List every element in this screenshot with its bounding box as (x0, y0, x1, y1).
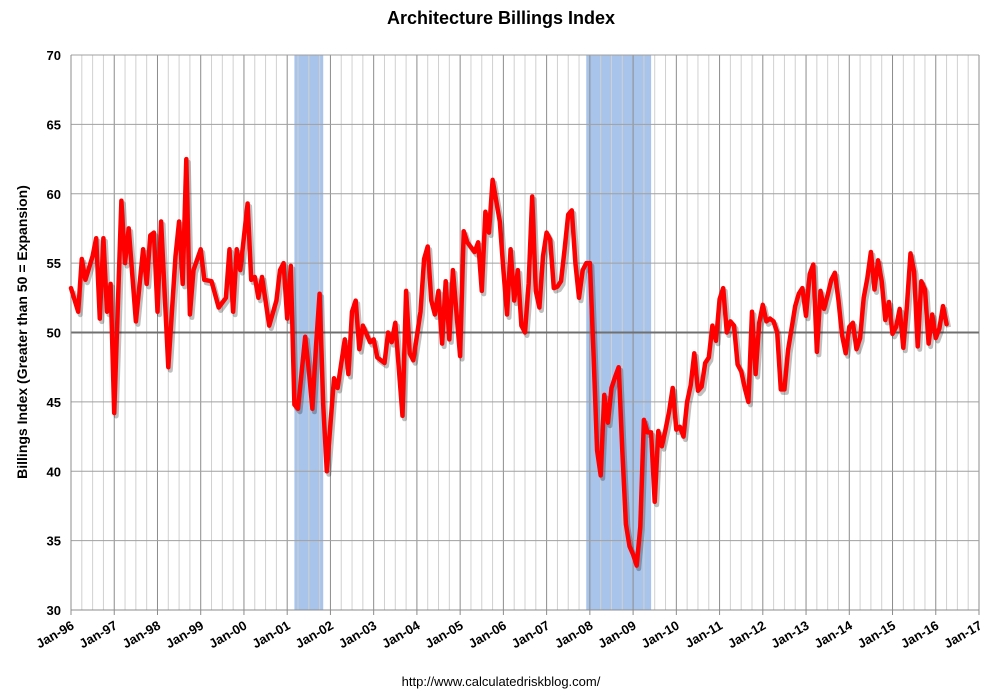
y-tick-label: 35 (47, 534, 61, 549)
chart-title: Architecture Billings Index (386, 8, 616, 28)
x-tick-label: Jan-02 (293, 618, 336, 652)
x-tick-label: Jan-01 (250, 618, 293, 652)
series-line (68, 156, 949, 568)
x-tick-label: Jan-15 (855, 618, 898, 652)
x-tick-label: Jan-08 (552, 618, 595, 652)
x-tick-label: Jan-96 (33, 618, 76, 652)
source-url: http://www.calculatedriskblog.com/ (401, 674, 601, 689)
y-tick-label: 70 (47, 48, 61, 63)
x-tick-label: Jan-09 (595, 618, 638, 652)
x-tick-label: Jan-17 (941, 618, 984, 652)
x-tick-label: Jan-12 (725, 618, 768, 652)
x-tick-label: Jan-98 (120, 618, 163, 652)
x-tick-label: Jan-04 (379, 617, 423, 651)
y-tick-label: 65 (47, 117, 61, 132)
y-tick-label: 30 (47, 603, 61, 618)
x-tick-label: Jan-10 (639, 618, 682, 652)
x-tick-label: Jan-05 (422, 618, 465, 652)
x-tick-label: Jan-13 (768, 618, 811, 652)
x-tick-label: Jan-03 (336, 618, 379, 652)
x-tick-label: Jan-11 (683, 618, 726, 651)
x-tick-label: Jan-97 (77, 618, 120, 652)
y-tick-label: 50 (47, 326, 61, 341)
y-tick-label: 40 (47, 464, 61, 479)
y-tick-label: 55 (47, 256, 61, 271)
x-tick-label: Jan-07 (509, 618, 552, 652)
y-tick-label: 60 (47, 187, 61, 202)
x-tick-label: Jan-14 (812, 617, 856, 651)
x-tick-label: Jan-06 (466, 618, 509, 652)
x-tick-label: Jan-00 (206, 618, 249, 652)
x-tick-label: Jan-99 (163, 618, 206, 652)
x-tick-label: Jan-16 (898, 618, 941, 652)
y-tick-label: 45 (47, 395, 61, 410)
